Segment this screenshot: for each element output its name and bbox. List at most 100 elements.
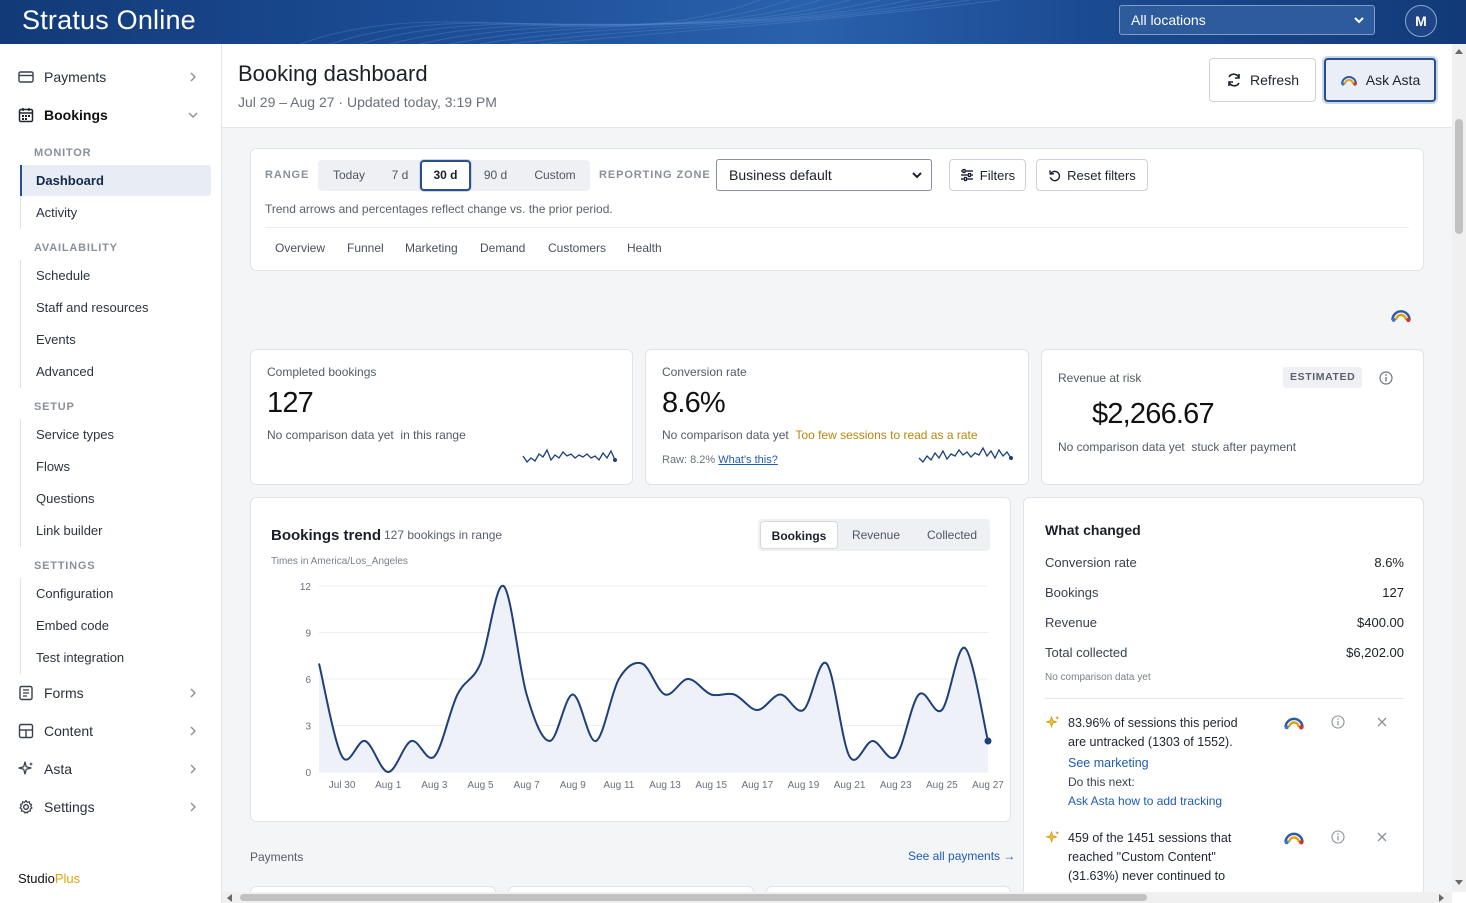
info-icon[interactable] bbox=[1379, 371, 1393, 385]
sidebar-item-embed-code[interactable]: Embed code bbox=[36, 618, 109, 633]
sidebar-item-events[interactable]: Events bbox=[36, 332, 76, 347]
metric-row: Bookings 127 bbox=[1045, 585, 1404, 600]
reset-filters-button[interactable]: Reset filters bbox=[1036, 159, 1148, 191]
sidebar-item-advanced[interactable]: Advanced bbox=[36, 364, 94, 379]
close-icon[interactable] bbox=[1376, 716, 1388, 728]
tab-marketing[interactable]: Marketing bbox=[405, 241, 458, 255]
range-option-today[interactable]: Today bbox=[332, 168, 366, 182]
scroll-right-arrow[interactable] bbox=[1439, 894, 1445, 902]
close-icon[interactable] bbox=[1376, 831, 1388, 843]
range-option-7d[interactable]: 7 d bbox=[391, 168, 409, 182]
x-tick-label: Aug 5 bbox=[467, 780, 494, 791]
chart-subtitle: 127 bookings in range bbox=[384, 528, 503, 542]
nav-section-title: SETTINGS bbox=[34, 560, 96, 572]
see-marketing-link[interactable]: See marketing bbox=[1068, 756, 1149, 770]
x-tick-label: Aug 19 bbox=[788, 780, 820, 791]
page-title: Booking dashboard bbox=[238, 61, 428, 86]
sidebar-item-schedule[interactable]: Schedule bbox=[36, 268, 91, 283]
toggle-revenue[interactable]: Revenue bbox=[851, 528, 901, 542]
asta-logo-icon[interactable] bbox=[1283, 714, 1305, 731]
kpi-value: 8.6% bbox=[662, 387, 726, 419]
sidebar-item-test-integration[interactable]: Test integration bbox=[36, 650, 125, 665]
scroll-left-arrow[interactable] bbox=[226, 894, 232, 902]
kpi-card-conversion[interactable]: Conversion rate 8.6% No comparison data … bbox=[645, 349, 1029, 485]
next-step-label: Do this next: bbox=[1068, 775, 1135, 789]
range-option-custom[interactable]: Custom bbox=[534, 168, 576, 182]
tab-demand[interactable]: Demand bbox=[480, 241, 526, 255]
no-comparison-note: No comparison data yet bbox=[1045, 672, 1151, 683]
kpi-card-completed[interactable]: Completed bookings 127 No comparison dat… bbox=[250, 349, 633, 485]
raw-rate: Raw: 8.2% What's this? bbox=[662, 454, 778, 466]
x-tick-label: Aug 13 bbox=[649, 780, 681, 791]
kpi-value: $2,266.67 bbox=[1092, 398, 1215, 430]
sidebar-item-asta[interactable]: Asta bbox=[0, 752, 221, 786]
x-tick-label: Aug 11 bbox=[603, 780, 634, 791]
filters-button[interactable]: Filters bbox=[949, 159, 1026, 191]
sidebar-item-payments[interactable]: Payments bbox=[0, 60, 221, 94]
sidebar-item-settings[interactable]: Settings bbox=[0, 790, 221, 824]
sidebar-item-configuration[interactable]: Configuration bbox=[36, 586, 114, 601]
asta-logo-icon[interactable] bbox=[1390, 306, 1412, 324]
asta-logo-icon[interactable] bbox=[1283, 829, 1305, 846]
timezone-note: Times in America/Los_Angeles bbox=[271, 556, 408, 567]
horizontal-scrollbar[interactable] bbox=[222, 892, 1452, 903]
filter-card: RANGE Today 7 d 30 d 90 d Custom REPORTI… bbox=[250, 148, 1424, 271]
sparkle-icon bbox=[1045, 830, 1060, 844]
sparkle-icon bbox=[18, 761, 33, 775]
x-tick-label: Aug 1 bbox=[375, 780, 402, 791]
estimated-badge: ESTIMATED bbox=[1283, 367, 1363, 388]
refresh-button[interactable]: Refresh bbox=[1209, 58, 1316, 102]
sidebar-item-content[interactable]: Content bbox=[0, 714, 221, 748]
payment-card[interactable] bbox=[250, 886, 496, 892]
payment-card[interactable] bbox=[508, 886, 754, 892]
whats-this-link[interactable]: What's this? bbox=[718, 454, 778, 466]
info-icon[interactable] bbox=[1331, 715, 1345, 729]
nav-section-title: AVAILABILITY bbox=[34, 242, 118, 254]
tab-overview[interactable]: Overview bbox=[275, 241, 326, 255]
range-option-30d[interactable]: 30 d bbox=[420, 160, 471, 191]
nav-rail bbox=[20, 165, 21, 229]
sidebar-item-activity[interactable]: Activity bbox=[36, 205, 78, 220]
sidebar-item-label: Settings bbox=[44, 799, 95, 815]
scroll-down-arrow[interactable] bbox=[1455, 880, 1463, 886]
vertical-scroll-thumb[interactable] bbox=[1455, 119, 1463, 234]
range-option-90d[interactable]: 90 d bbox=[483, 168, 508, 182]
sidebar-item-questions[interactable]: Questions bbox=[36, 491, 95, 506]
what-changed-card: What changed Conversion rate 8.6% Booking… bbox=[1023, 497, 1424, 892]
sidebar-item-bookings[interactable]: Bookings bbox=[0, 98, 221, 132]
sidebar-item-service-types[interactable]: Service types bbox=[36, 427, 115, 442]
sidebar-item-label: Payments bbox=[44, 69, 107, 85]
gear-icon bbox=[19, 799, 33, 814]
tab-health[interactable]: Health bbox=[627, 241, 662, 255]
reporting-zone-select[interactable]: Business default bbox=[716, 159, 932, 191]
sidebar-item-dashboard[interactable]: Dashboard bbox=[20, 165, 211, 196]
insight-item: 83.96% of sessions this period are untra… bbox=[1045, 714, 1404, 814]
info-icon[interactable] bbox=[1331, 830, 1345, 844]
horizontal-scroll-thumb[interactable] bbox=[240, 894, 1147, 901]
payments-section-label: Payments bbox=[250, 850, 304, 864]
toggle-bookings[interactable]: Bookings bbox=[760, 521, 838, 549]
insight-text-block: 83.96% of sessions this period are untra… bbox=[1068, 714, 1258, 811]
sidebar-item-forms[interactable]: Forms bbox=[0, 676, 221, 710]
avatar[interactable]: M bbox=[1405, 5, 1437, 37]
kpi-compare-text: No comparison data yet bbox=[1058, 440, 1185, 454]
sidebar-item-staff-resources[interactable]: Staff and resources bbox=[36, 300, 149, 315]
vertical-scrollbar[interactable] bbox=[1452, 44, 1466, 892]
asta-logo-icon bbox=[1340, 76, 1357, 86]
ask-asta-tracking-link[interactable]: Ask Asta how to add tracking bbox=[1068, 794, 1223, 808]
tab-customers[interactable]: Customers bbox=[548, 241, 607, 255]
location-select[interactable]: All locations bbox=[1119, 5, 1375, 35]
payment-card[interactable] bbox=[766, 886, 1011, 892]
tab-funnel[interactable]: Funnel bbox=[347, 241, 384, 255]
metric-row: Conversion rate 8.6% bbox=[1045, 555, 1404, 570]
layout-icon bbox=[18, 723, 34, 739]
sidebar-item-link-builder[interactable]: Link builder bbox=[36, 523, 103, 538]
sparkline bbox=[918, 446, 1013, 464]
toggle-collected[interactable]: Collected bbox=[926, 528, 978, 542]
ask-asta-button[interactable]: Ask Asta bbox=[1324, 58, 1436, 102]
sidebar-item-flows[interactable]: Flows bbox=[36, 459, 70, 474]
see-all-payments-link[interactable]: See all payments → bbox=[908, 849, 1016, 863]
scroll-up-arrow[interactable] bbox=[1455, 48, 1463, 54]
kpi-card-revenue-at-risk[interactable]: Revenue at risk ESTIMATED $2,266.67 No c… bbox=[1041, 349, 1424, 485]
reporting-zone-label: REPORTING ZONE bbox=[599, 169, 711, 181]
